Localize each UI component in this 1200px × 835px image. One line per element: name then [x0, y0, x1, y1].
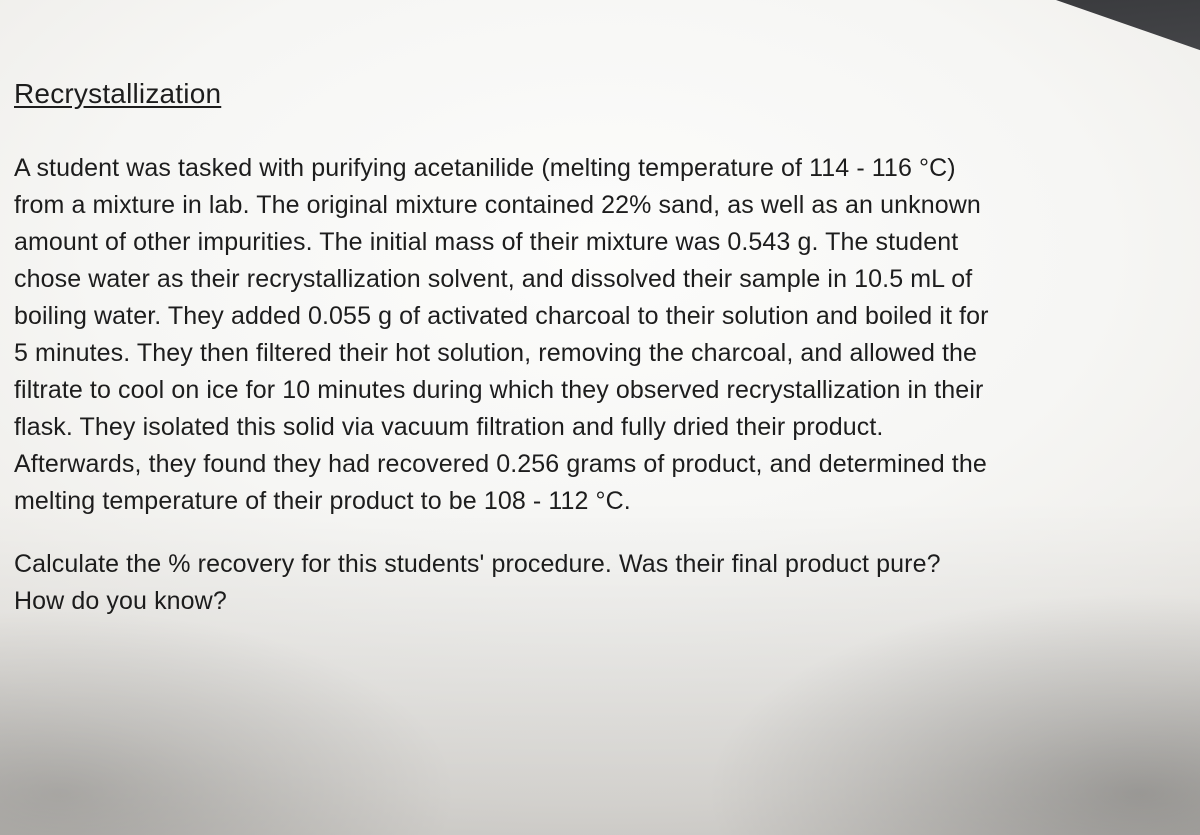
section-title: Recrystallization	[14, 78, 994, 110]
question-paragraph: Calculate the % recovery for this studen…	[14, 546, 994, 620]
problem-paragraph: A student was tasked with purifying acet…	[14, 150, 994, 520]
paper-surface: Recrystallization A student was tasked w…	[0, 0, 1200, 835]
page-content: Recrystallization A student was tasked w…	[14, 78, 994, 646]
